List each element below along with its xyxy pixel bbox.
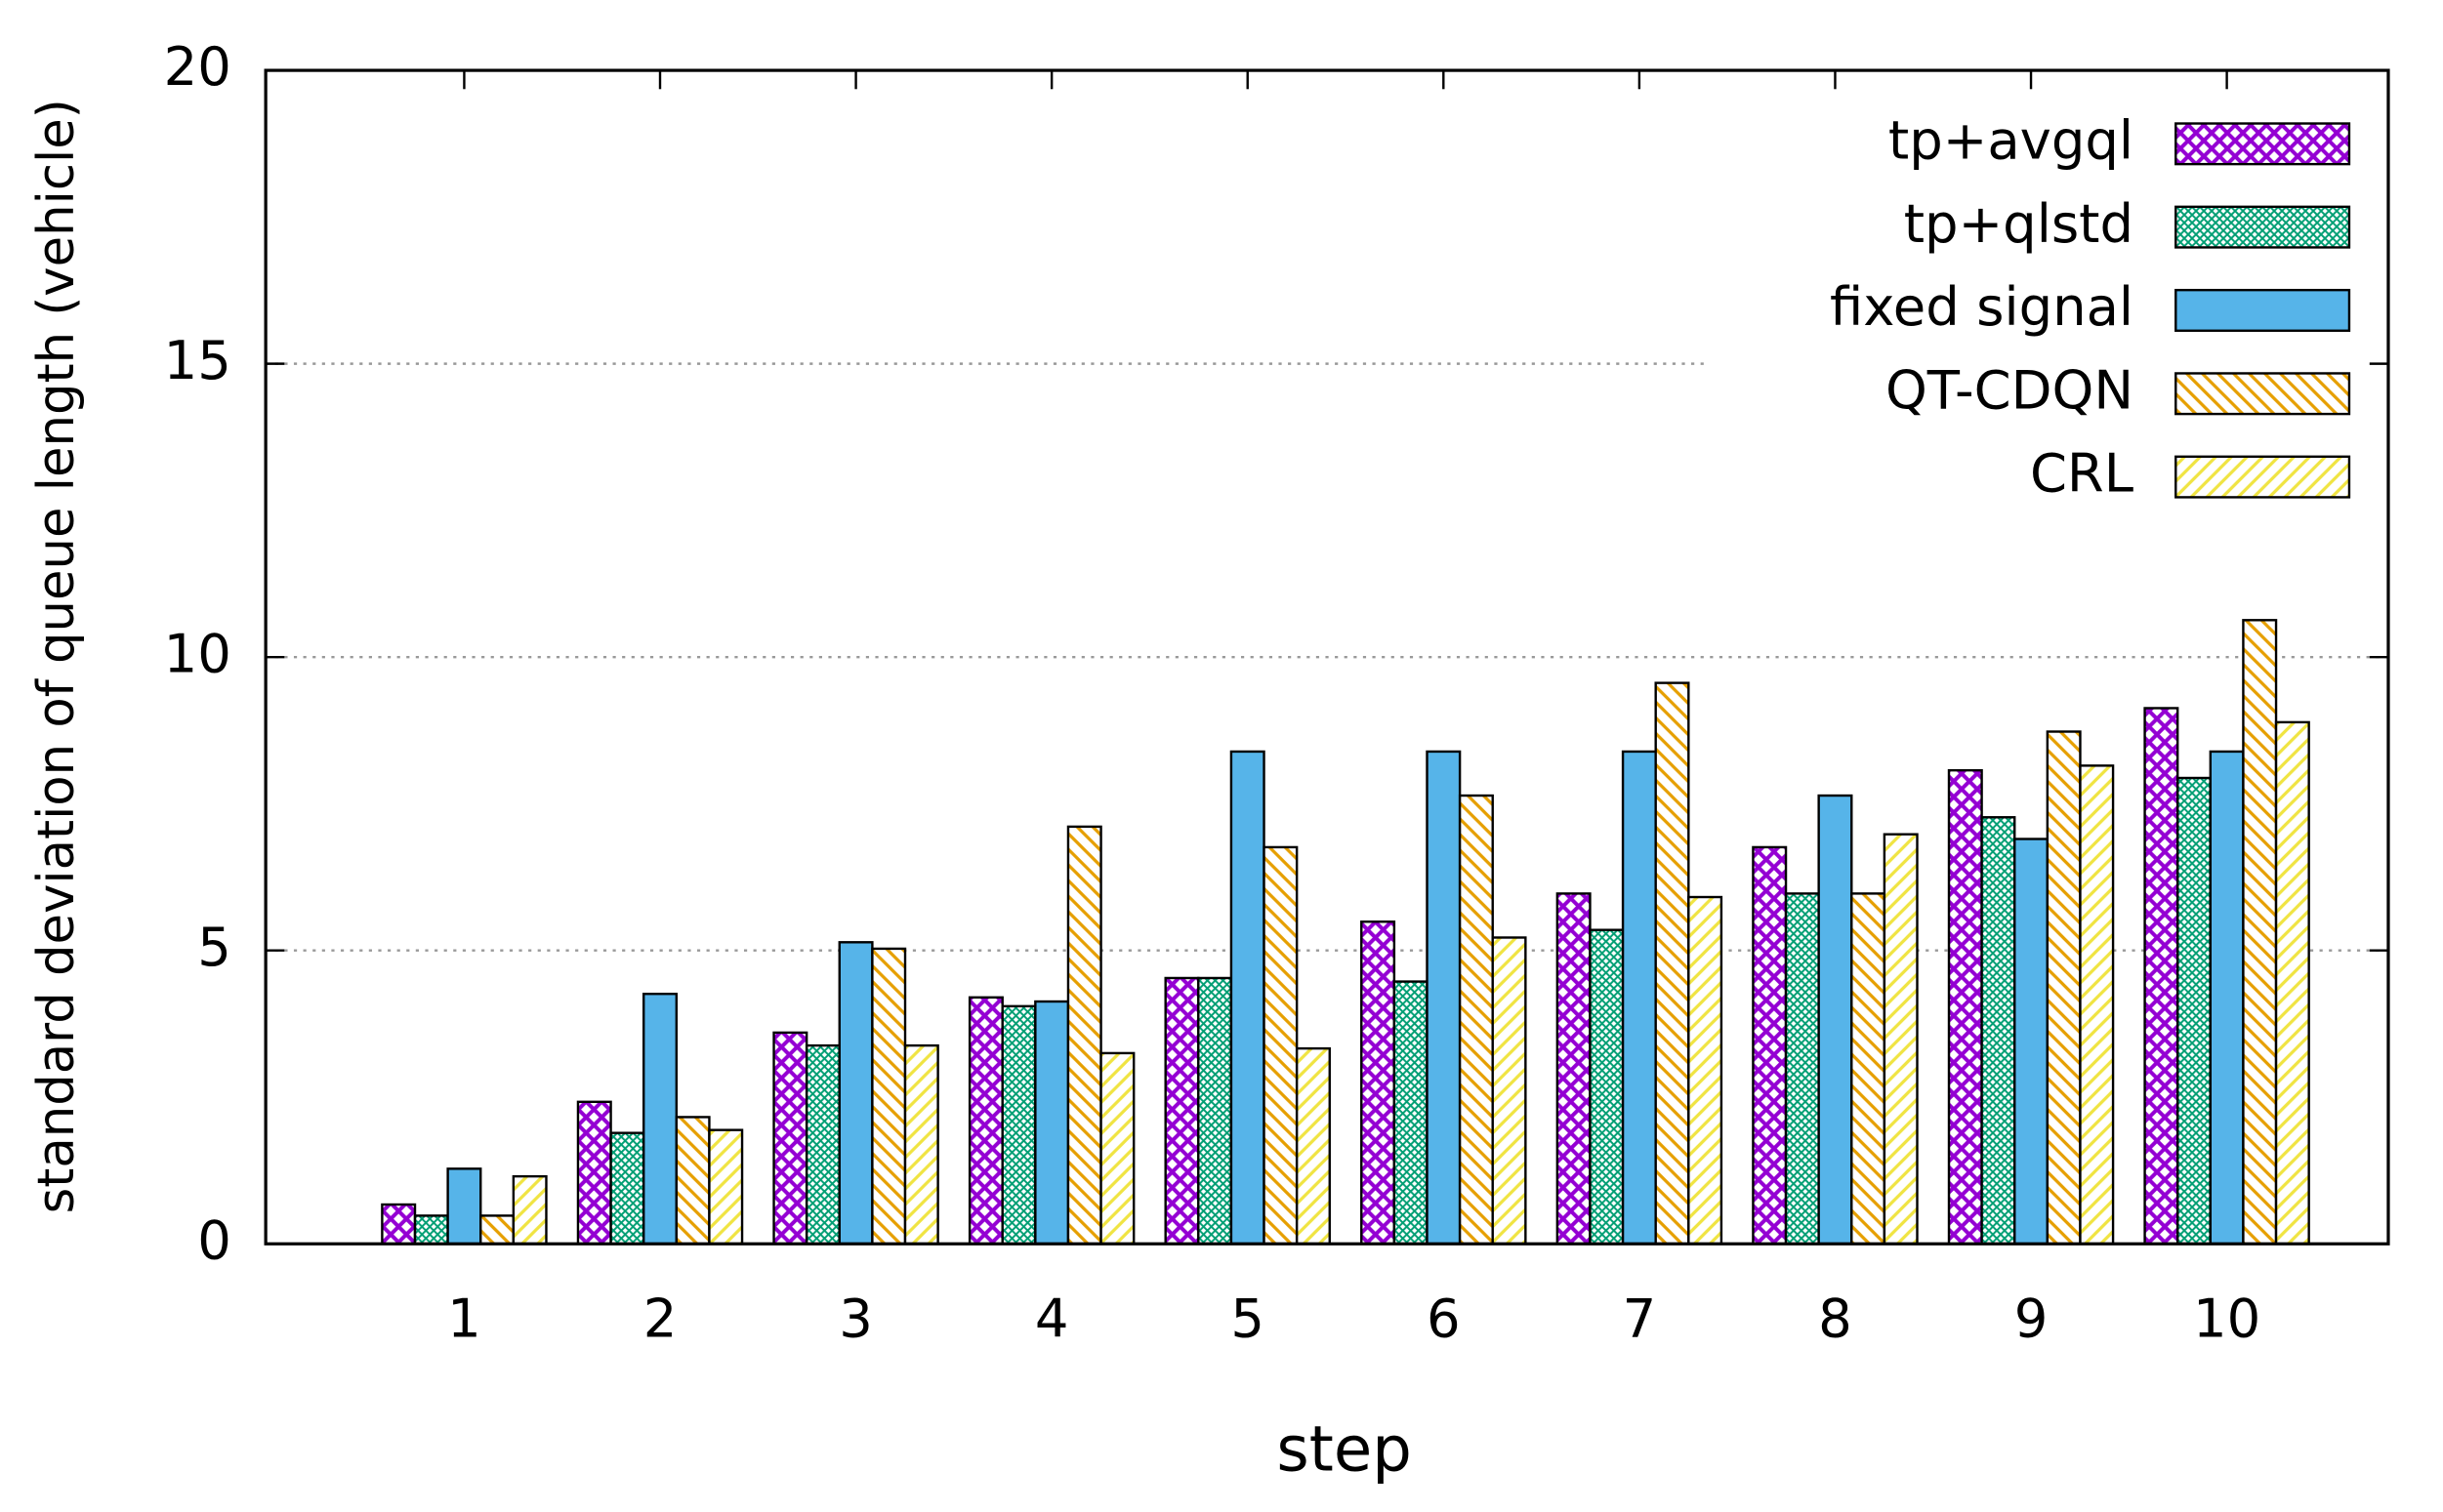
- bar: [1883, 833, 1919, 1246]
- bar: [609, 1131, 645, 1246]
- x-tick-label: 3: [839, 1287, 873, 1349]
- legend-swatch: [2174, 205, 2351, 249]
- bar: [642, 992, 679, 1246]
- bar: [1229, 750, 1265, 1246]
- bar: [1263, 845, 1299, 1246]
- bar: [1752, 845, 1788, 1246]
- bar: [903, 1043, 939, 1246]
- y-tick-label: 15: [164, 329, 231, 391]
- bar: [2274, 720, 2310, 1246]
- x-tick-label: 5: [1230, 1287, 1264, 1349]
- bar: [1001, 1004, 1037, 1246]
- bar: [1197, 976, 1233, 1246]
- bar: [805, 1043, 841, 1246]
- bar: [2175, 776, 2213, 1246]
- bar: [871, 947, 907, 1246]
- bar: [2209, 750, 2245, 1246]
- bar: [1491, 936, 1527, 1246]
- bar: [1555, 892, 1592, 1246]
- bar: [479, 1214, 516, 1246]
- bar: [512, 1174, 548, 1246]
- bar: [1654, 681, 1690, 1246]
- x-tick-label: 7: [1623, 1287, 1657, 1349]
- bar: [708, 1128, 744, 1246]
- y-axis-title: standard deviation of queue length (vehi…: [27, 99, 86, 1213]
- bar: [2079, 764, 2115, 1246]
- bar: [1034, 1000, 1070, 1246]
- x-axis-title: step: [1276, 1413, 1411, 1486]
- bar: [381, 1203, 417, 1246]
- legend-swatch: [2174, 372, 2351, 416]
- legend-label: tp+qlstd: [1904, 192, 2133, 255]
- bar: [1426, 750, 1462, 1246]
- bar: [772, 1031, 808, 1246]
- x-tick-label: 1: [447, 1287, 481, 1349]
- bar: [413, 1214, 449, 1246]
- bar: [968, 996, 1004, 1246]
- bar: [1850, 892, 1886, 1246]
- x-tick-label: 8: [1818, 1287, 1852, 1349]
- bar: [2013, 838, 2050, 1246]
- x-tick-label: 6: [1427, 1287, 1461, 1349]
- x-tick-label: 2: [643, 1287, 678, 1349]
- plot-frame: [264, 68, 2390, 1246]
- bar: [1099, 1051, 1136, 1246]
- legend-swatch: [2174, 455, 2351, 499]
- bar: [838, 941, 874, 1246]
- bar: [446, 1167, 482, 1246]
- legend-swatch: [2174, 122, 2351, 166]
- bar: [1621, 750, 1657, 1246]
- bar: [1458, 794, 1494, 1246]
- x-tick-label: 10: [2193, 1287, 2260, 1349]
- legend-label: fixed signal: [1830, 275, 2133, 338]
- y-tick-label: 5: [197, 916, 231, 978]
- bar: [1817, 794, 1853, 1246]
- bar: [1784, 892, 1820, 1246]
- y-tick-label: 20: [164, 35, 231, 98]
- bar: [2143, 707, 2179, 1246]
- x-tick-label: 4: [1035, 1287, 1069, 1349]
- bar: [675, 1116, 711, 1246]
- y-tick-label: 0: [197, 1208, 231, 1271]
- bar: [1392, 980, 1429, 1246]
- bar: [2242, 619, 2278, 1246]
- bar: [576, 1100, 612, 1246]
- legend-label: tp+avgql: [1888, 108, 2133, 171]
- x-tick-label: 9: [2014, 1287, 2049, 1349]
- bar: [1980, 816, 2016, 1246]
- bar: [2046, 730, 2082, 1246]
- y-tick-label: 10: [164, 622, 231, 684]
- bar: [1066, 825, 1102, 1246]
- bar: [1295, 1046, 1331, 1246]
- bar: [1164, 976, 1200, 1246]
- bar: [1589, 928, 1625, 1246]
- bar: [1947, 768, 1983, 1246]
- legend-label: QT-CDQN: [1885, 358, 2133, 421]
- legend-swatch: [2174, 288, 2351, 332]
- bar: [1360, 920, 1396, 1246]
- bar: [1687, 895, 1723, 1246]
- legend-label: CRL: [2030, 442, 2134, 505]
